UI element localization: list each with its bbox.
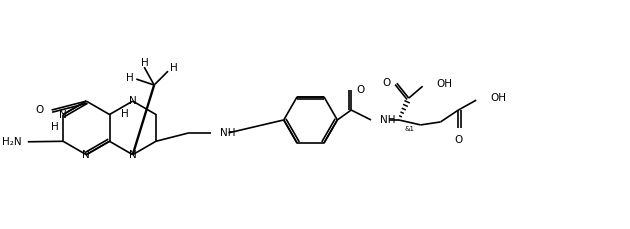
Text: O: O — [382, 78, 391, 88]
Text: &1: &1 — [405, 126, 415, 132]
Text: H: H — [52, 123, 59, 132]
Text: NH: NH — [380, 115, 396, 125]
Text: H: H — [121, 109, 129, 119]
Text: O: O — [356, 85, 364, 95]
Text: N: N — [129, 150, 137, 160]
Text: H: H — [141, 58, 149, 68]
Text: H₂N: H₂N — [2, 137, 22, 147]
Text: OH: OH — [437, 79, 452, 89]
Text: H: H — [170, 63, 178, 73]
Text: O: O — [35, 105, 43, 115]
Text: H: H — [127, 73, 134, 83]
Text: OH: OH — [490, 93, 506, 103]
Text: NH: NH — [220, 128, 235, 138]
Text: N: N — [129, 96, 137, 106]
Text: O: O — [454, 135, 462, 145]
Text: N: N — [59, 109, 67, 120]
Text: N: N — [83, 150, 90, 160]
